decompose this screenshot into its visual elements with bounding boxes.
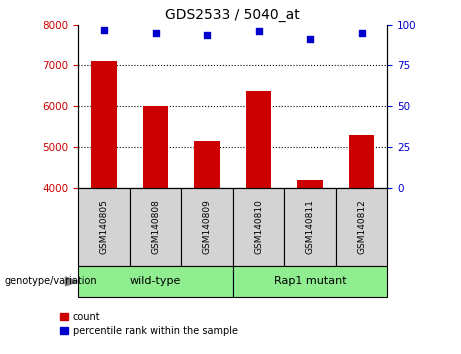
- Text: GSM140805: GSM140805: [100, 199, 109, 254]
- Text: GSM140810: GSM140810: [254, 199, 263, 254]
- Bar: [194, 141, 220, 188]
- Text: GSM140812: GSM140812: [357, 199, 366, 254]
- Bar: [297, 180, 323, 188]
- Text: wild-type: wild-type: [130, 276, 181, 286]
- Bar: [336, 188, 387, 266]
- Bar: [349, 135, 374, 188]
- Bar: [181, 188, 233, 266]
- Text: genotype/variation: genotype/variation: [5, 276, 97, 286]
- Bar: [130, 188, 181, 266]
- Bar: [78, 266, 233, 297]
- Bar: [284, 188, 336, 266]
- Bar: [246, 91, 272, 188]
- Text: Rap1 mutant: Rap1 mutant: [274, 276, 346, 286]
- Point: [358, 30, 365, 36]
- Text: GSM140808: GSM140808: [151, 199, 160, 254]
- Point: [152, 30, 160, 36]
- Legend: count, percentile rank within the sample: count, percentile rank within the sample: [60, 312, 238, 336]
- Bar: [91, 62, 117, 188]
- Text: GSM140811: GSM140811: [306, 199, 314, 254]
- Title: GDS2533 / 5040_at: GDS2533 / 5040_at: [165, 8, 300, 22]
- Bar: [143, 106, 168, 188]
- Bar: [233, 188, 284, 266]
- Point: [255, 28, 262, 34]
- Bar: [233, 266, 387, 297]
- Bar: [78, 188, 130, 266]
- Point: [306, 36, 313, 42]
- Point: [203, 32, 211, 38]
- Text: GSM140809: GSM140809: [202, 199, 212, 254]
- Point: [100, 27, 108, 33]
